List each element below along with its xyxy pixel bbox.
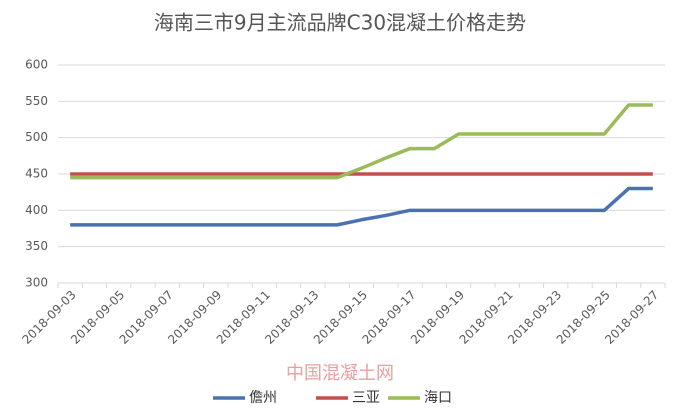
y-tick-label: 600 [25,58,48,72]
y-tick-label: 350 [25,239,48,253]
watermark: 中国混凝土网 [286,363,394,384]
chart-title: 海南三市9月主流品牌C30混凝土价格走势 [154,11,526,35]
legend-label: 海口 [424,390,452,406]
y-tick-label: 500 [25,130,48,144]
line-series [70,186,653,227]
legend-label: 三亚 [352,390,380,406]
legend-label: 儋州 [249,390,277,406]
line-series [70,103,653,180]
y-tick-label: 550 [25,94,48,108]
y-tick-label: 450 [25,167,48,181]
y-tick-label: 400 [25,203,48,217]
y-tick-label: 300 [25,276,48,290]
